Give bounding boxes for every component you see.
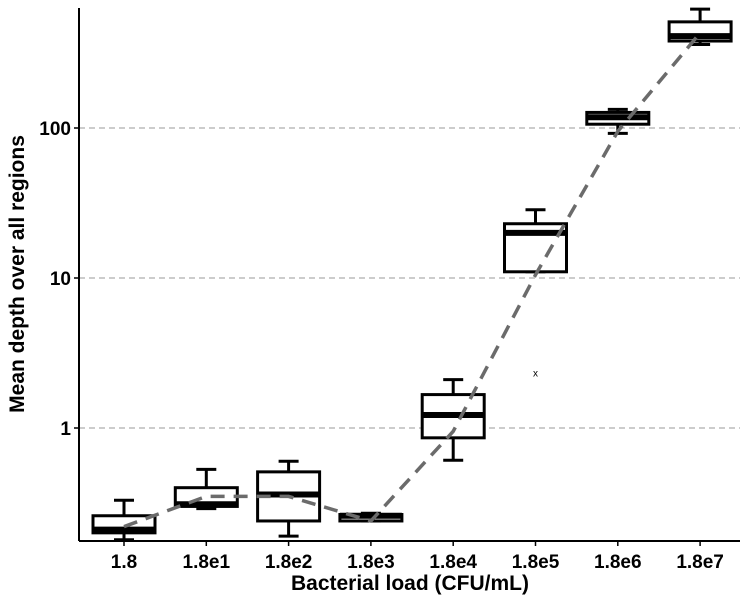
x-tick-label: 1.8e1 xyxy=(183,552,231,573)
annotation-marker: x xyxy=(533,369,538,380)
boxplots xyxy=(91,7,733,542)
boxplot-1.8e7 xyxy=(667,7,733,47)
x-tick-label: 1.8e3 xyxy=(347,552,395,573)
y-axis-title: Mean depth over all regions xyxy=(6,135,29,413)
x-tick-label: 1.8e5 xyxy=(512,552,560,573)
y-tick-label: 1 xyxy=(60,419,71,440)
annotations: x xyxy=(533,369,538,380)
y-tick-label: 100 xyxy=(39,119,71,140)
boxplot-1.8e5 xyxy=(503,208,568,274)
x-tick-label: 1.8e6 xyxy=(594,552,642,573)
x-axis-title: Bacterial load (CFU/mL) xyxy=(291,572,529,595)
trend-line-layer xyxy=(123,31,702,529)
trend-line xyxy=(123,31,702,529)
boxplot-1.8e1 xyxy=(173,467,239,511)
tick-labels: 1 10 100 1.8 1.8e1 1.8e2 1.8e3 1.8e4 1.8e5 1.8e6 1… xyxy=(39,119,724,573)
boxplot-1.8e2 xyxy=(256,459,322,538)
boxplot-1.8e4 xyxy=(420,378,486,462)
boxplot-1.8 xyxy=(91,498,157,542)
y-tick-label: 10 xyxy=(50,269,71,290)
x-tick-label: 1.8e7 xyxy=(676,552,724,573)
x-tick-label: 1.8 xyxy=(111,552,137,573)
x-tick-label: 1.8e4 xyxy=(429,552,477,573)
x-tick-label: 1.8e2 xyxy=(265,552,313,573)
axes xyxy=(78,8,740,542)
